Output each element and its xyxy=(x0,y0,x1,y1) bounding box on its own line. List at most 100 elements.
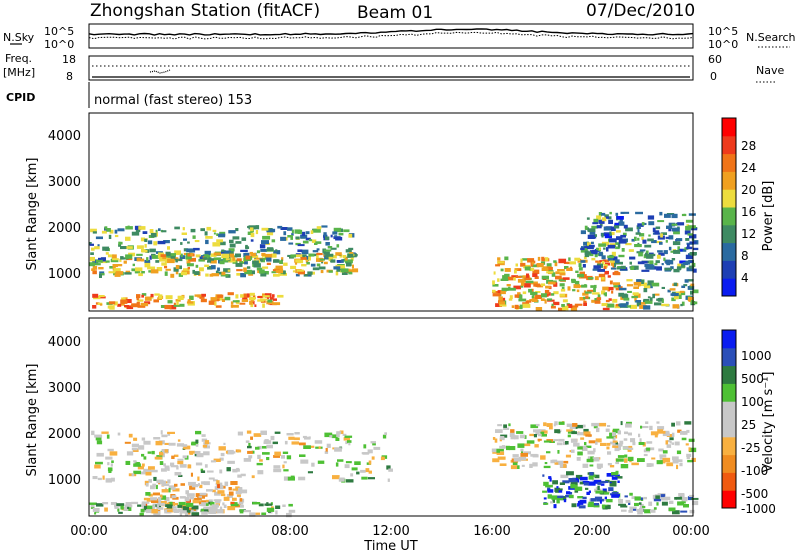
pw-scatter-cell-4 xyxy=(634,236,637,241)
pw-scatter-cell-1 xyxy=(243,267,247,272)
pw-scatter-cell-4 xyxy=(594,253,598,258)
vel-scatter-cell-4 xyxy=(656,460,663,465)
vel-scatter-cell-5 xyxy=(668,507,676,512)
pw-scatter-cell-5 xyxy=(636,302,642,307)
vel-scatter-cell-4 xyxy=(589,464,594,467)
vel-scatter-cell-4 xyxy=(605,428,610,432)
pw-scatter-cell-2 xyxy=(272,298,277,301)
pw-scatter-cell-1 xyxy=(114,273,121,277)
pw-scatter-cell-1 xyxy=(203,257,208,260)
vel-scatter-cell-4 xyxy=(665,440,669,445)
vel-scatter-cell-4 xyxy=(676,421,681,426)
pw-scatter-cell-1 xyxy=(108,271,116,274)
pw-scatter-cell-3 xyxy=(601,303,608,307)
pw-scatter-cell-3 xyxy=(514,304,519,309)
pw-scatter-cell-0 xyxy=(219,241,226,246)
vel-scatter-cell-1 xyxy=(168,487,171,493)
pw-scatter-cell-4 xyxy=(607,216,612,220)
pw-scatter-cell-4 xyxy=(685,219,693,223)
pw-scatter-cell-4 xyxy=(657,220,665,223)
pw-scatter-cell-3 xyxy=(561,304,565,307)
pw-scatter-cell-3 xyxy=(531,295,534,299)
vel-scatter-cell-0 xyxy=(274,431,281,434)
vel-scatter-cell-4 xyxy=(506,445,510,451)
pw-scatter-cell-5 xyxy=(681,285,686,288)
pw-scatter-cell-4 xyxy=(652,227,656,233)
vel-scatter-cell-3 xyxy=(585,487,589,490)
vel-scatter-cell-1 xyxy=(157,500,162,505)
pw-scatter-cell-4 xyxy=(596,215,602,220)
vel-scatter-cell-0 xyxy=(240,473,246,477)
pw-scatter-cell-3 xyxy=(541,275,549,280)
vel-scatter-cell-0 xyxy=(160,430,163,435)
pw-scatter-cell-2 xyxy=(109,305,115,310)
pw-scatter-cell-4 xyxy=(687,233,694,236)
pw-scatter-cell-2 xyxy=(173,304,180,307)
pw-scatter-cell-5 xyxy=(672,304,680,309)
vel-scatter-cell-0 xyxy=(107,467,113,472)
pw-scatter-cell-3 xyxy=(602,259,610,263)
pw-scatter-cell-1 xyxy=(265,253,273,258)
pw-scatter-cell-1 xyxy=(207,260,212,263)
pw-scatter-cell-3 xyxy=(579,297,586,301)
pw-scatter-cell-1 xyxy=(157,254,163,259)
vel-scatter-cell-3 xyxy=(597,482,602,485)
pw-scatter-cell-2 xyxy=(241,299,249,302)
pw-scatter-cell-0 xyxy=(334,235,338,238)
pw-scatter-cell-3 xyxy=(535,294,542,299)
pw-scatter-cell-1 xyxy=(205,273,209,277)
pw-scatter-cell-4 xyxy=(659,211,663,216)
pw-scatter-cell-1 xyxy=(109,266,113,269)
pw-scatter-cell-4 xyxy=(615,212,619,216)
vel-scatter-cell-0 xyxy=(335,437,340,441)
vel-scatter-cell-4 xyxy=(563,460,569,464)
pw-scatter-cell-1 xyxy=(151,255,159,259)
pw-scatter-cell-2 xyxy=(108,301,116,305)
pw-scatter-cell-3 xyxy=(579,271,585,276)
pw-scatter-cell-2 xyxy=(98,295,105,298)
pw-scatter-cell-1 xyxy=(105,260,110,263)
vel-scatter-cell-1 xyxy=(172,495,177,499)
vel-scatter-cell-0 xyxy=(148,466,155,470)
pw-scatter-cell-0 xyxy=(301,231,306,237)
pw-scatter-cell-2 xyxy=(249,300,253,305)
pw-scatter-cell-1 xyxy=(235,263,243,267)
station-title: Zhongshan Station (fitACF) xyxy=(90,1,320,21)
vel-scatter-cell-4 xyxy=(627,449,632,452)
pw-scatter-cell-1 xyxy=(115,271,124,275)
pw-scatter-cell-3 xyxy=(497,261,504,264)
pw-scatter-cell-1 xyxy=(279,260,283,264)
pw-scatter-cell-3 xyxy=(526,273,530,278)
pw-scatter-cell-3 xyxy=(535,307,543,311)
vel-scatter-cell-3 xyxy=(588,490,591,494)
vel-scatter-cell-0 xyxy=(324,451,329,454)
pw-scatter-cell-1 xyxy=(249,251,254,255)
pw-scatter-cell-4 xyxy=(677,246,680,251)
pw-scatter-cell-4 xyxy=(620,265,626,269)
pw-scatter-cell-3 xyxy=(499,301,506,305)
vel-scatter-cell-2 xyxy=(104,507,108,512)
power-cb-tick-12: 12 xyxy=(741,227,756,241)
vel-scatter-cell-4 xyxy=(583,428,589,433)
pw-scatter-cell-1 xyxy=(236,258,242,262)
pw-scatter-cell-3 xyxy=(578,263,582,267)
pw-scatter-cell-2 xyxy=(260,300,266,303)
pw-scatter-cell-4 xyxy=(641,269,650,272)
pw-scatter-cell-4 xyxy=(581,246,587,249)
vel-scatter-cell-1 xyxy=(145,492,151,496)
pw-scatter-cell-1 xyxy=(228,258,236,263)
pw-scatter-cell-4 xyxy=(671,213,678,219)
pw-scatter-cell-0 xyxy=(316,248,320,251)
vel-scatter-cell-0 xyxy=(135,462,140,465)
pw-scatter-cell-4 xyxy=(628,249,634,252)
vel-scatter-cell-4 xyxy=(560,463,564,468)
vel-scatter-cell-5 xyxy=(655,495,660,499)
pw-scatter-cell-4 xyxy=(598,219,605,224)
pw-scatter-cell-2 xyxy=(99,303,103,306)
vel-scatter-cell-3 xyxy=(549,477,552,482)
pw-scatter-cell-0 xyxy=(174,250,181,255)
pw-scatter-cell-4 xyxy=(685,260,691,265)
pw-scatter-cell-2 xyxy=(208,300,215,305)
vel-scatter-cell-0 xyxy=(310,445,315,448)
pw-scatter-cell-1 xyxy=(207,265,213,270)
